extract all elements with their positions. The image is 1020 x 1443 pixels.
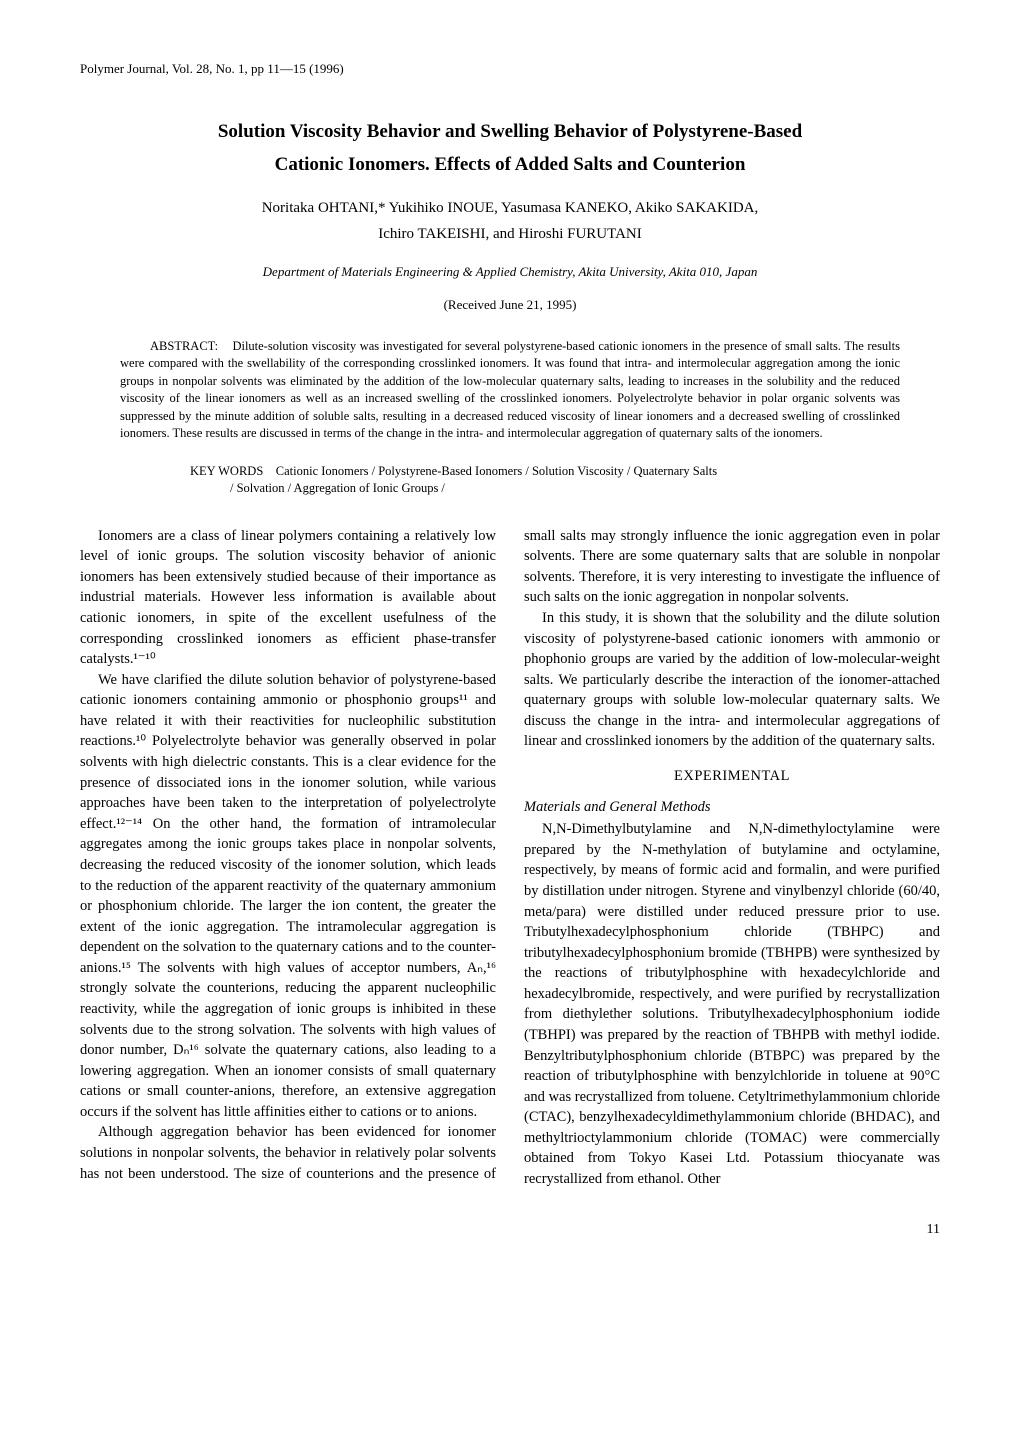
paper-title-line2: Cationic Ionomers. Effects of Added Salt…	[80, 152, 940, 179]
intro-paragraph-2: We have clarified the dilute solution be…	[80, 670, 496, 1123]
body-columns: Ionomers are a class of linear polymers …	[80, 526, 940, 1190]
abstract-label: ABSTRACT:	[150, 339, 218, 353]
abstract-text: Dilute-solution viscosity was investigat…	[120, 339, 900, 441]
keywords-label: KEY WORDS	[190, 464, 263, 478]
materials-heading: Materials and General Methods	[524, 797, 940, 818]
paper-title-line1: Solution Viscosity Behavior and Swelling…	[80, 118, 940, 146]
materials-paragraph: N,N-Dimethylbutylamine and N,N-dimethylo…	[524, 819, 940, 1189]
experimental-heading: EXPERIMENTAL	[524, 766, 940, 787]
page-number: 11	[80, 1220, 940, 1240]
affiliation: Department of Materials Engineering & Ap…	[80, 263, 940, 281]
keywords-line2: / Solvation / Aggregation of Ionic Group…	[230, 480, 900, 498]
keywords-line1: Cationic Ionomers / Polystyrene-Based Io…	[276, 464, 717, 478]
authors-line2: Ichiro TAKEISHI, and Hiroshi FURUTANI	[80, 224, 940, 245]
keywords-block: KEY WORDS Cationic Ionomers / Polystyren…	[120, 463, 900, 498]
authors-line1: Noritaka OHTANI,* Yukihiko INOUE, Yasuma…	[80, 198, 940, 219]
abstract-block: ABSTRACT: Dilute-solution viscosity was …	[120, 338, 900, 443]
received-date: (Received June 21, 1995)	[80, 296, 940, 314]
intro-paragraph-4: In this study, it is shown that the solu…	[524, 608, 940, 752]
journal-header: Polymer Journal, Vol. 28, No. 1, pp 11—1…	[80, 60, 940, 78]
intro-paragraph-1: Ionomers are a class of linear polymers …	[80, 526, 496, 670]
